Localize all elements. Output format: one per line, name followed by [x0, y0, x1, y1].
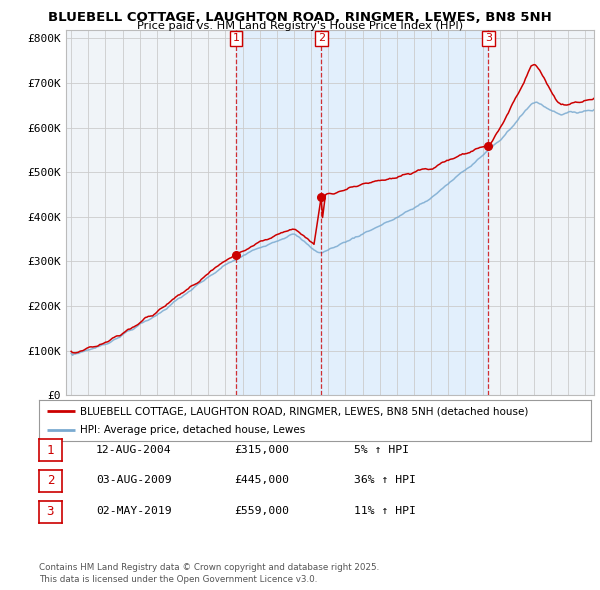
Bar	[236, 30, 321, 395]
Text: 36% ↑ HPI: 36% ↑ HPI	[354, 476, 416, 485]
Text: 2: 2	[317, 34, 325, 44]
Text: Price paid vs. HM Land Registry's House Price Index (HPI): Price paid vs. HM Land Registry's House …	[137, 21, 463, 31]
Text: £315,000: £315,000	[234, 445, 289, 454]
Text: 3: 3	[47, 505, 54, 518]
Text: £445,000: £445,000	[234, 476, 289, 485]
Text: HPI: Average price, detached house, Lewes: HPI: Average price, detached house, Lewe…	[80, 425, 305, 435]
Text: 12-AUG-2004: 12-AUG-2004	[96, 445, 172, 454]
Text: 03-AUG-2009: 03-AUG-2009	[96, 476, 172, 485]
Text: BLUEBELL COTTAGE, LAUGHTON ROAD, RINGMER, LEWES, BN8 5NH: BLUEBELL COTTAGE, LAUGHTON ROAD, RINGMER…	[48, 11, 552, 24]
Text: 11% ↑ HPI: 11% ↑ HPI	[354, 506, 416, 516]
Text: BLUEBELL COTTAGE, LAUGHTON ROAD, RINGMER, LEWES, BN8 5NH (detached house): BLUEBELL COTTAGE, LAUGHTON ROAD, RINGMER…	[80, 406, 529, 416]
Text: 2: 2	[47, 474, 54, 487]
Text: Contains HM Land Registry data © Crown copyright and database right 2025.
This d: Contains HM Land Registry data © Crown c…	[39, 563, 379, 584]
Text: 3: 3	[485, 34, 492, 44]
Text: £559,000: £559,000	[234, 506, 289, 516]
Text: 1: 1	[47, 444, 54, 457]
Text: 5% ↑ HPI: 5% ↑ HPI	[354, 445, 409, 454]
Bar	[321, 30, 488, 395]
Text: 02-MAY-2019: 02-MAY-2019	[96, 506, 172, 516]
Text: 1: 1	[233, 34, 239, 44]
